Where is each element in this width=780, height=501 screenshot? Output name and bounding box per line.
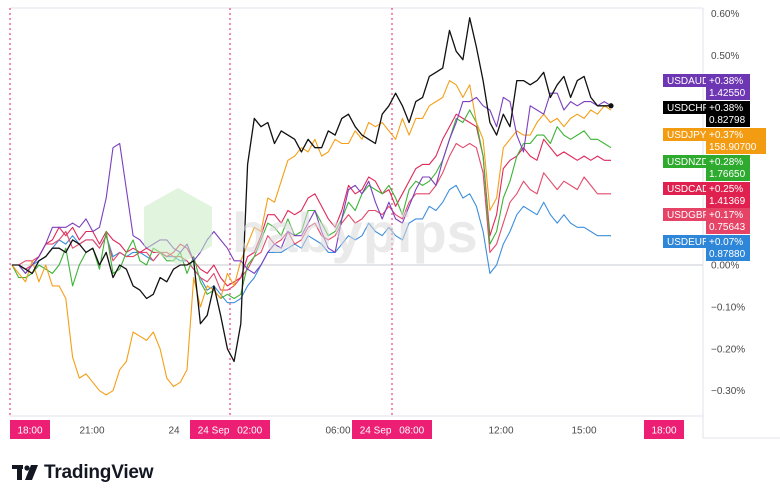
brand: TradingView — [12, 459, 154, 487]
x-tick-label: 24 Sep 02:00 — [198, 426, 263, 437]
badge-value-bg — [706, 182, 750, 208]
badge-price: 0.75643 — [709, 222, 746, 233]
y-tick-label: −0.20% — [711, 344, 745, 355]
badge-usdnzd: USDNZD +0.28%1.76650 — [663, 155, 750, 181]
y-tick-label: 0.50% — [711, 51, 739, 62]
x-tick-label: 21:00 — [79, 426, 104, 437]
badge-name: USDCAD — [667, 184, 709, 195]
badge-value-bg — [706, 74, 750, 100]
x-tick-label: 18:00 — [17, 426, 42, 437]
badge-usdcad: USDCAD +0.25%1.41369 — [663, 182, 750, 208]
badge-usdeur: USDEUR +0.07%0.87880 — [663, 235, 750, 261]
series-line-usdchf — [12, 17, 611, 363]
badge-name-bg — [663, 235, 706, 248]
x-axis-ticks: 18:00 21:00 24 24 Sep 02:00 06:00 24 Sep 08:0… — [10, 420, 684, 439]
badge-name-bg — [663, 182, 706, 195]
badge-usdaud: USDAUD +0.38%1.42550 — [663, 74, 750, 100]
badge-value-bg — [706, 155, 750, 181]
y-tick-label: −0.30% — [711, 386, 745, 397]
x-tick-label: 06:00 — [325, 426, 350, 437]
x-tick-highlight — [10, 420, 50, 439]
badge-value-bg — [706, 128, 766, 154]
x-tick-label: 24 Sep 08:00 — [360, 426, 425, 437]
badge-name: USDAUD — [667, 76, 709, 87]
y-tick-label: −0.10% — [711, 302, 745, 313]
y-tick-label: 0.00% — [711, 261, 739, 272]
badge-name: USDJPY — [667, 130, 707, 141]
x-tick-highlight — [644, 420, 684, 439]
badge-price: 158.90700 — [709, 142, 757, 153]
x-tick-label: 18:00 — [651, 426, 676, 437]
series-line-usdgbp — [12, 142, 611, 291]
tradingview-logo-icon — [12, 465, 38, 480]
x-tick-highlight — [190, 420, 270, 439]
brand-name: TradingView — [44, 462, 154, 483]
badge-pct: +0.07% — [709, 237, 743, 248]
x-tick-label: 15:00 — [571, 426, 596, 437]
badge-pct: +0.17% — [709, 210, 743, 221]
y-axis-ticks: 0.60% 0.50% 0.00% −0.10% −0.20% −0.30% — [711, 9, 745, 397]
badge-name-bg — [663, 128, 706, 141]
badge-name-bg — [663, 208, 706, 221]
last-point-marker — [608, 103, 614, 109]
y-tick-label: 0.60% — [711, 9, 739, 20]
badge-value-bg — [706, 235, 750, 261]
x-tick-label: 24 — [168, 426, 180, 437]
badge-pct: +0.25% — [709, 184, 743, 195]
badge-usdjpy: USDJPY +0.37%158.90700 — [663, 128, 766, 154]
badge-price: 0.87880 — [709, 249, 746, 260]
session-markers — [9, 8, 393, 416]
x-tick-label: 12:00 — [488, 426, 513, 437]
x-tick-highlight — [352, 420, 432, 439]
badge-pct: +0.37% — [709, 130, 743, 141]
badge-pct: +0.38% — [709, 103, 743, 114]
badge-price: 1.41369 — [709, 196, 746, 207]
badge-usdgbp: USDGBP +0.17%0.75643 — [663, 208, 750, 234]
series-line-usdaud — [12, 92, 612, 274]
badge-name: USDNZD — [667, 157, 709, 168]
badge-name-bg — [663, 74, 706, 87]
series-line-usdcad — [12, 113, 611, 287]
series-line-usdeur — [12, 184, 611, 304]
badge-usdchf: USDCHF +0.38%0.82798 — [663, 101, 750, 127]
badge-price: 1.42550 — [709, 88, 746, 99]
badge-price: 1.76650 — [709, 169, 746, 180]
series-line-usdnzd — [11, 109, 612, 300]
badge-name: USDGBP — [667, 210, 710, 221]
badge-name: USDEUR — [667, 237, 709, 248]
badge-price: 0.82798 — [709, 115, 746, 126]
series-line-usdjpy — [11, 80, 612, 396]
badge-pct: +0.28% — [709, 157, 743, 168]
badge-value-bg — [706, 101, 750, 127]
badge-name: USDCHF — [667, 103, 709, 114]
badge-name-bg — [663, 155, 706, 168]
badge-pct: +0.38% — [709, 76, 743, 87]
badge-value-bg — [706, 208, 750, 234]
badge-name-bg — [663, 101, 706, 114]
series-layer — [11, 17, 614, 396]
